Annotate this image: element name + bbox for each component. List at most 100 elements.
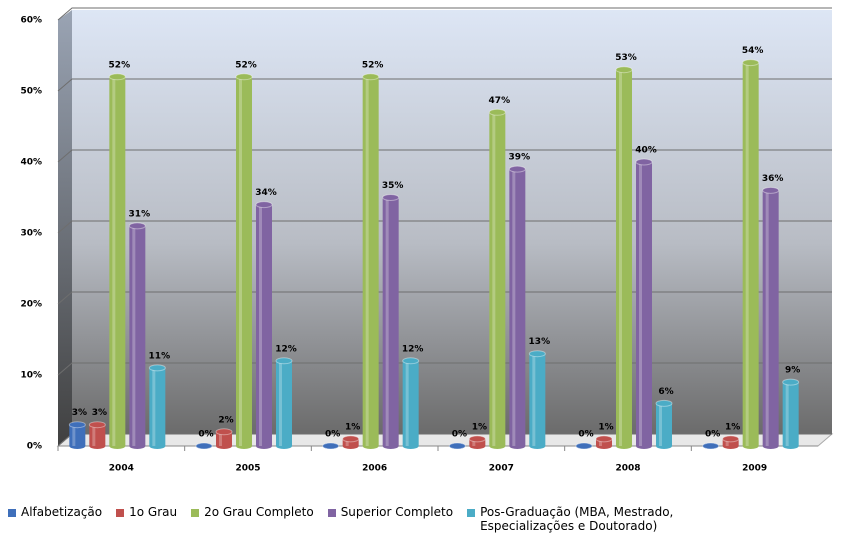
bar (68, 421, 86, 449)
bar-top (615, 66, 633, 74)
grid-line (57, 7, 832, 21)
bar (468, 435, 486, 449)
bar (615, 66, 633, 449)
legend-label: 2o Grau Completo (204, 505, 314, 519)
value-label: 1% (725, 422, 740, 432)
value-label: 31% (129, 209, 151, 219)
bar-top (528, 350, 546, 358)
y-tick-label: 30% (20, 229, 42, 239)
y-tick-label: 10% (20, 371, 42, 381)
value-label: 39% (509, 153, 531, 163)
y-tick-label: 50% (20, 87, 42, 97)
grid-line (57, 291, 832, 305)
bar-body (89, 424, 106, 446)
bar (382, 194, 400, 449)
y-tick-label: 60% (20, 16, 42, 26)
value-label: 52% (362, 60, 384, 70)
bar-top (762, 186, 780, 194)
legend: Alfabetização 1o Grau 2o Grau Completo Supe… (0, 505, 850, 533)
legend-item: Alfabetização (8, 505, 102, 533)
value-label: 35% (382, 181, 404, 191)
bar-body (722, 438, 739, 446)
legend-swatch (191, 509, 200, 517)
value-label: 3% (92, 408, 107, 418)
bar-top (108, 73, 126, 81)
bar-shine (405, 360, 409, 446)
bar-body (129, 225, 146, 446)
bar-shine (639, 162, 642, 446)
bar-body (742, 62, 759, 446)
bar (528, 350, 546, 449)
value-label: 13% (529, 337, 551, 347)
bar-body (529, 353, 546, 446)
bar-shine (472, 438, 476, 446)
bar-top (635, 158, 653, 166)
bar-top (782, 378, 800, 386)
bar-shine (92, 424, 96, 446)
bar-top (88, 421, 106, 429)
y-tick-label: 20% (20, 300, 42, 310)
legend-swatch (467, 509, 476, 517)
bar-top (128, 222, 146, 230)
bar-body (782, 382, 799, 446)
value-label: 12% (275, 344, 297, 354)
bar (488, 108, 506, 449)
bar-shine (785, 382, 789, 446)
bar-shine (512, 169, 516, 446)
bar-top (255, 201, 273, 209)
bar-base (89, 443, 106, 449)
legend-item: 1o Grau (116, 505, 177, 533)
bar-top (655, 399, 673, 407)
bar-shine (279, 360, 282, 446)
bar (762, 186, 780, 449)
bar-top (342, 435, 360, 443)
bar-body (469, 438, 486, 446)
value-label: 0% (452, 430, 467, 440)
bar-shine (745, 62, 749, 446)
bar-body (109, 76, 126, 447)
bar-body (509, 169, 526, 446)
bar-top (362, 73, 380, 81)
bar-top (575, 442, 593, 450)
bar-shine (725, 438, 729, 446)
bar-body (402, 360, 419, 446)
bar-base (109, 443, 126, 449)
bar-top (148, 364, 166, 372)
bar (342, 435, 360, 449)
bar-body (216, 431, 232, 446)
bar-body (636, 162, 652, 446)
value-label: 52% (235, 60, 257, 70)
bar (108, 73, 126, 449)
bar-body (236, 76, 252, 447)
value-label: 0% (705, 430, 720, 440)
grid-line (57, 362, 832, 376)
value-label: 9% (785, 366, 800, 376)
bar (402, 357, 420, 449)
bar-base (469, 443, 486, 449)
bar-base (596, 443, 612, 449)
bar-body (382, 197, 399, 446)
bar-top (508, 165, 526, 173)
y-tick-label: 0% (27, 442, 42, 452)
bar-shine (112, 76, 116, 447)
bar-shine (619, 69, 622, 446)
side-wall (58, 10, 72, 446)
x-tick-label: 2007 (489, 464, 514, 474)
x-tick-label: 2009 (742, 464, 767, 474)
bar-base (362, 443, 379, 449)
bar-base (762, 443, 779, 449)
value-label: 2% (218, 415, 233, 425)
value-label: 3% (72, 408, 87, 418)
bar-shine (532, 353, 536, 446)
bar-shine (765, 190, 769, 446)
value-label: 36% (762, 174, 784, 184)
bar-top (402, 357, 420, 365)
legend-label: Superior Completo (340, 505, 454, 519)
bar-top (702, 442, 720, 450)
bar (88, 421, 106, 449)
x-tick-label: 2004 (109, 464, 134, 474)
bar-shine (659, 403, 662, 446)
value-label: 1% (345, 422, 360, 432)
bar-base (616, 443, 632, 449)
bar-base (656, 443, 672, 449)
